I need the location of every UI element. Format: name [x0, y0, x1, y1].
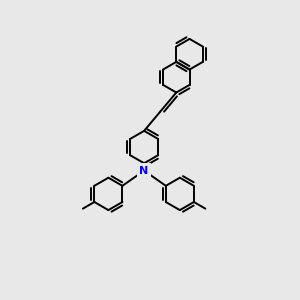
Text: N: N [140, 166, 149, 176]
